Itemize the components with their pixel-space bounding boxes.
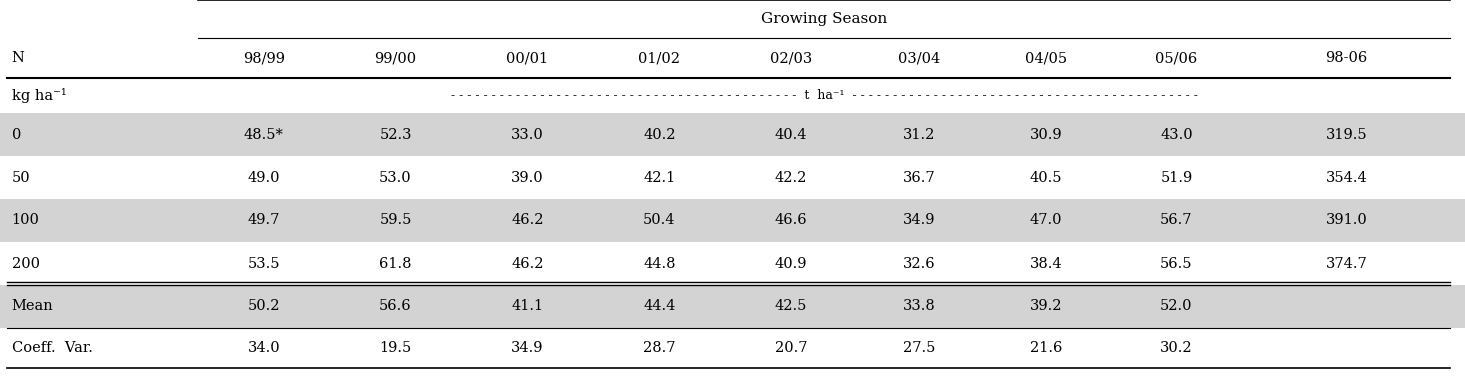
Text: 374.7: 374.7: [1326, 257, 1367, 270]
Text: 46.2: 46.2: [511, 257, 544, 270]
Text: Growing Season: Growing Season: [760, 12, 888, 26]
Text: 30.9: 30.9: [1030, 127, 1062, 141]
Text: 27.5: 27.5: [902, 341, 936, 355]
Text: 56.6: 56.6: [379, 300, 412, 313]
Text: - - - - - - - - - - - - - - - - - - - - - - - - - - - - - - - - - - - - - - - - : - - - - - - - - - - - - - - - - - - - - …: [451, 89, 1197, 102]
Text: 61.8: 61.8: [379, 257, 412, 270]
Text: 98/99: 98/99: [243, 51, 284, 65]
Text: kg ha⁻¹: kg ha⁻¹: [12, 88, 66, 103]
Text: 48.5*: 48.5*: [243, 127, 284, 141]
Text: 46.6: 46.6: [775, 214, 807, 227]
Text: 59.5: 59.5: [379, 214, 412, 227]
Text: 39.2: 39.2: [1030, 300, 1062, 313]
Text: 42.2: 42.2: [775, 170, 807, 184]
Text: 40.5: 40.5: [1030, 170, 1062, 184]
Text: 0: 0: [12, 127, 21, 141]
Text: 53.5: 53.5: [248, 257, 280, 270]
Text: 01/02: 01/02: [639, 51, 680, 65]
Text: 52.0: 52.0: [1160, 300, 1193, 313]
Text: 28.7: 28.7: [643, 341, 675, 355]
Text: 34.0: 34.0: [248, 341, 280, 355]
Text: 49.7: 49.7: [248, 214, 280, 227]
Text: 40.4: 40.4: [775, 127, 807, 141]
Text: 40.9: 40.9: [775, 257, 807, 270]
Text: 52.3: 52.3: [379, 127, 412, 141]
Text: 00/01: 00/01: [507, 51, 548, 65]
Text: 34.9: 34.9: [902, 214, 936, 227]
Bar: [0, 38, 1465, 78]
Text: 319.5: 319.5: [1326, 127, 1367, 141]
Text: 05/06: 05/06: [1156, 51, 1197, 65]
Text: 20.7: 20.7: [775, 341, 807, 355]
Text: 46.2: 46.2: [511, 214, 544, 227]
Text: 44.4: 44.4: [643, 300, 675, 313]
Text: 33.8: 33.8: [902, 300, 936, 313]
Bar: [0, 0, 1465, 38]
Text: 98-06: 98-06: [1326, 51, 1367, 65]
Text: 44.8: 44.8: [643, 257, 675, 270]
Text: 50: 50: [12, 170, 31, 184]
Text: 19.5: 19.5: [379, 341, 412, 355]
Text: 354.4: 354.4: [1326, 170, 1367, 184]
Text: 47.0: 47.0: [1030, 214, 1062, 227]
Text: N: N: [12, 51, 25, 65]
Text: 34.9: 34.9: [511, 341, 544, 355]
Text: 56.7: 56.7: [1160, 214, 1193, 227]
Text: 391.0: 391.0: [1326, 214, 1367, 227]
Bar: [0, 328, 1465, 368]
Text: 30.2: 30.2: [1160, 341, 1193, 355]
Text: 02/03: 02/03: [771, 51, 812, 65]
Text: 56.5: 56.5: [1160, 257, 1193, 270]
Text: 50.4: 50.4: [643, 214, 675, 227]
Text: 39.0: 39.0: [511, 170, 544, 184]
Text: 50.2: 50.2: [248, 300, 280, 313]
Text: 38.4: 38.4: [1030, 257, 1062, 270]
Text: 200: 200: [12, 257, 40, 270]
Text: 49.0: 49.0: [248, 170, 280, 184]
Bar: [0, 156, 1465, 199]
Text: 21.6: 21.6: [1030, 341, 1062, 355]
Text: Coeff.  Var.: Coeff. Var.: [12, 341, 92, 355]
Text: 53.0: 53.0: [379, 170, 412, 184]
Text: 42.5: 42.5: [775, 300, 807, 313]
Text: 51.9: 51.9: [1160, 170, 1193, 184]
Text: 32.6: 32.6: [902, 257, 936, 270]
Text: 33.0: 33.0: [511, 127, 544, 141]
Bar: [0, 78, 1465, 113]
Text: 41.1: 41.1: [511, 300, 544, 313]
Text: Mean: Mean: [12, 300, 53, 313]
Bar: [0, 199, 1465, 242]
Text: 03/04: 03/04: [898, 51, 941, 65]
Bar: [0, 285, 1465, 328]
Text: 31.2: 31.2: [902, 127, 936, 141]
Text: 04/05: 04/05: [1026, 51, 1067, 65]
Text: 42.1: 42.1: [643, 170, 675, 184]
Bar: [0, 242, 1465, 285]
Text: 40.2: 40.2: [643, 127, 675, 141]
Text: 43.0: 43.0: [1160, 127, 1193, 141]
Text: 36.7: 36.7: [902, 170, 936, 184]
Bar: [0, 113, 1465, 156]
Text: 100: 100: [12, 214, 40, 227]
Text: 99/00: 99/00: [375, 51, 416, 65]
